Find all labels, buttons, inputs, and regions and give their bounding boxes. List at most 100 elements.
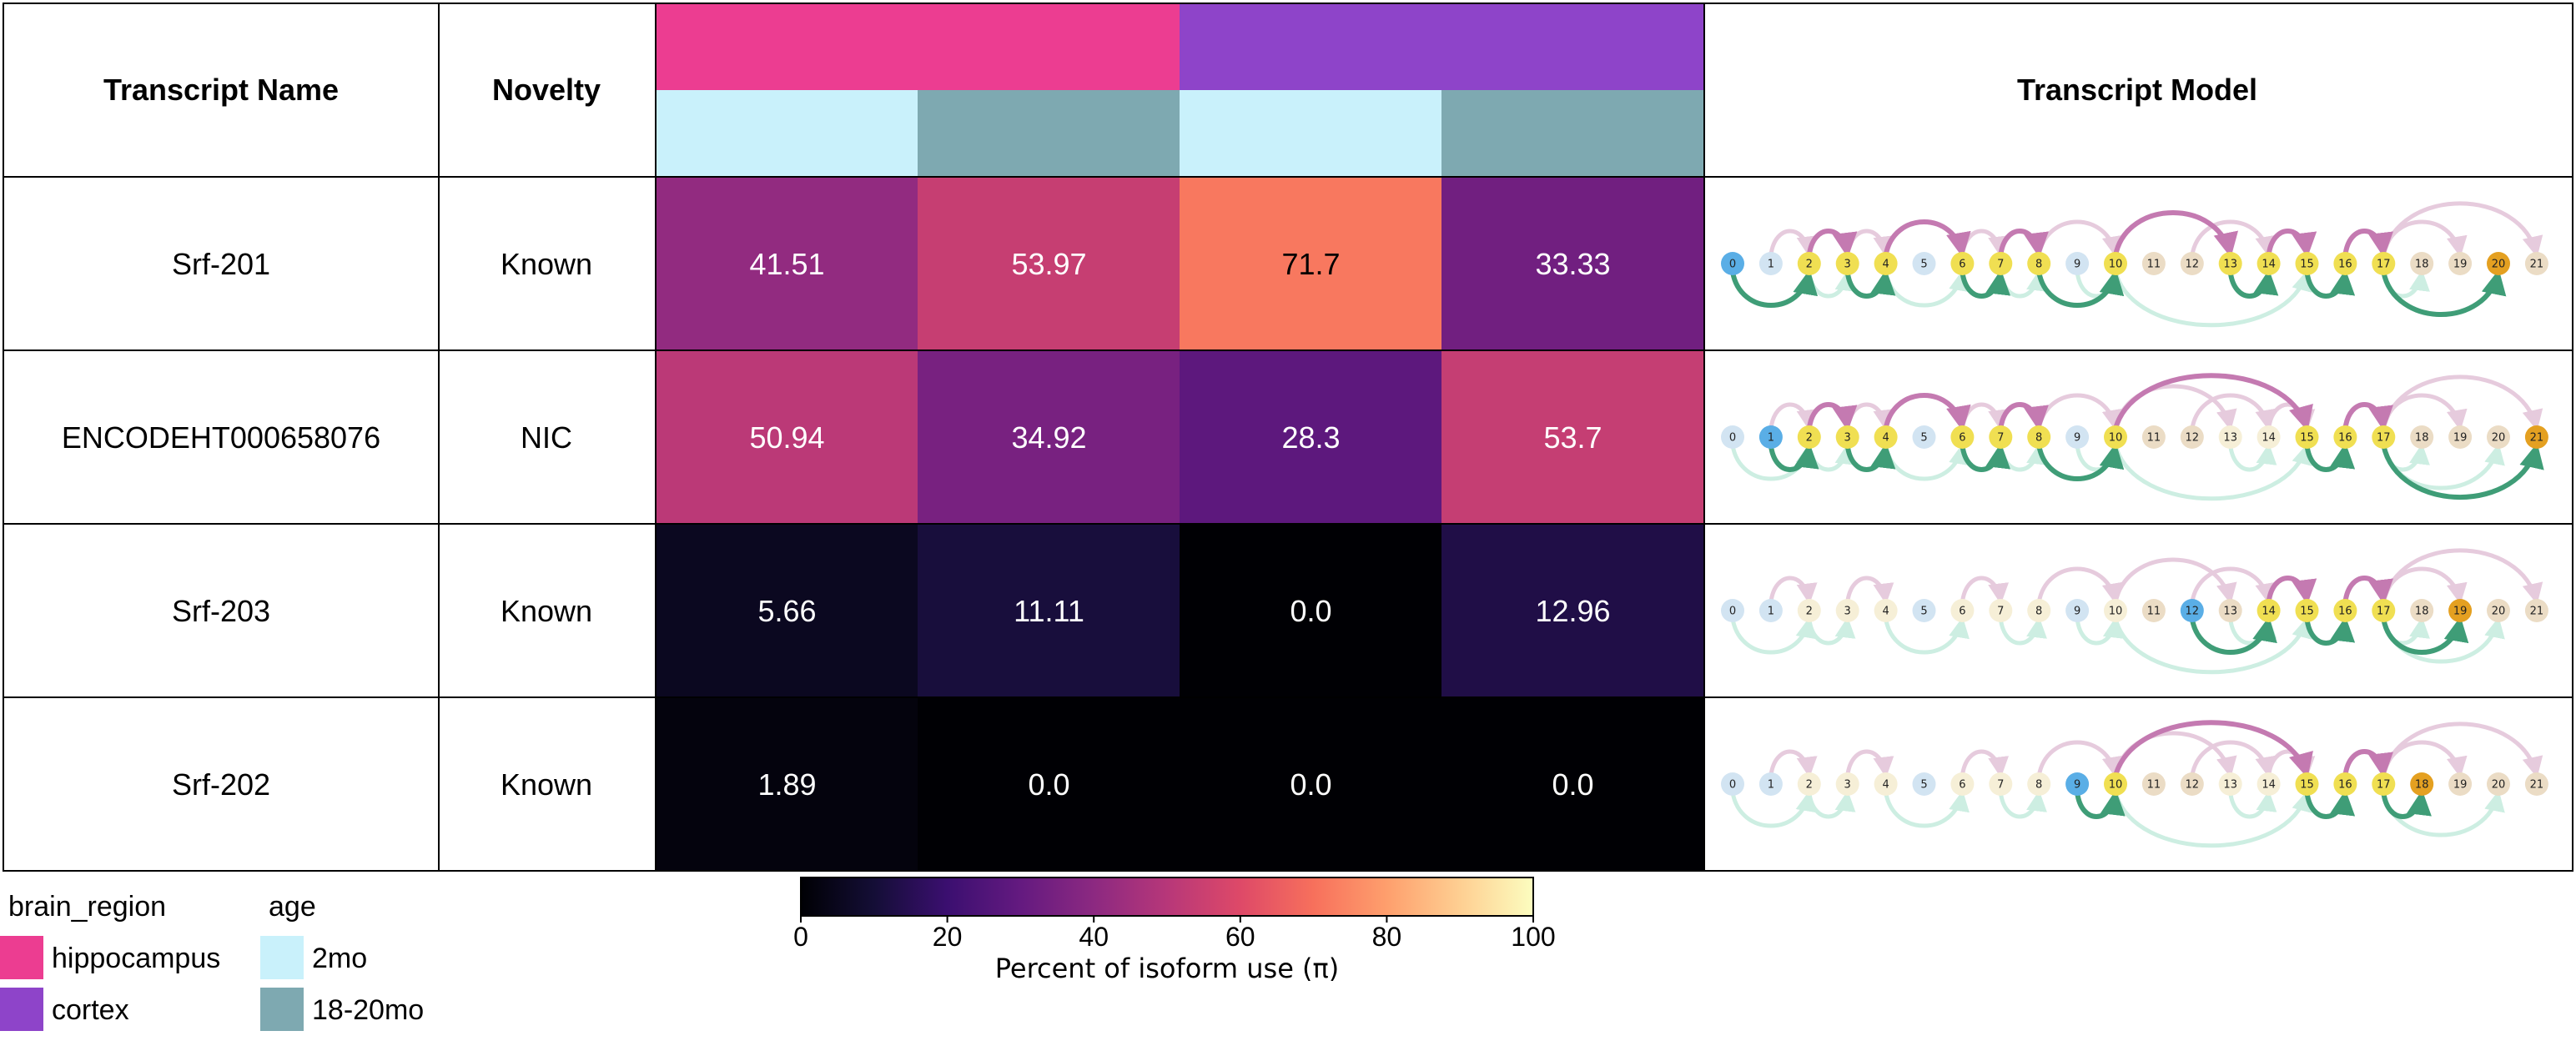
- heatmap-cell-label: 0.0: [1290, 594, 1331, 628]
- age-legend: age 2mo 18-20mo: [260, 891, 424, 1031]
- heatmap-cell: [1441, 524, 1704, 697]
- splice-junction-faint: [2113, 557, 2237, 605]
- splice-node-label: 4: [1882, 779, 1889, 792]
- splice-node: [2218, 425, 2242, 449]
- novelty-cell: Known: [501, 247, 592, 281]
- splice-junction: [1960, 269, 2010, 299]
- splice-node: [1950, 772, 1975, 796]
- splice-node-label: 5: [1920, 259, 1927, 271]
- splice-junction: [1806, 229, 1858, 258]
- splice-node: [1835, 425, 1859, 449]
- splice-node: [2180, 252, 2204, 275]
- splice-node: [2141, 252, 2166, 275]
- splice-node: [1758, 425, 1783, 449]
- heatmap-cell: [1441, 177, 1704, 350]
- heatmap-cell: [656, 350, 918, 524]
- colorbar-tick-label: 80: [1372, 922, 1402, 952]
- splice-junction-faint: [2113, 616, 2312, 675]
- splice-node-label: 8: [2035, 606, 2042, 618]
- heatmap-cell: [918, 697, 1180, 871]
- splice-junction-faint: [1998, 269, 2047, 299]
- splice-node: [2372, 772, 2396, 796]
- splice-junction: [2304, 616, 2356, 646]
- splice-node-label: 4: [1882, 259, 1889, 271]
- splice-junction: [2381, 790, 2432, 819]
- splice-junction-faint: [1884, 790, 1970, 828]
- splice-node-label: 2: [1806, 432, 1813, 445]
- splice-node: [2218, 252, 2242, 275]
- splice-node: [1758, 599, 1783, 622]
- splice-node: [1950, 252, 1975, 275]
- splice-node: [2027, 252, 2051, 275]
- splice-node: [2065, 252, 2090, 275]
- splice-junction: [2304, 790, 2356, 819]
- splice-junction: [2342, 749, 2393, 778]
- heatmap-cell: [918, 350, 1180, 524]
- row-labels: Srf-201 Known ENCODEHT000658076 NIC Srf-203 K…: [62, 247, 592, 802]
- splice-junction: [2342, 576, 2393, 605]
- splice-node: [2257, 772, 2281, 796]
- splice-node: [1797, 772, 1821, 796]
- annotation-brain-region-cortex: [1180, 3, 1442, 90]
- age-legend-title: age: [269, 891, 316, 923]
- heatmap-cell: [656, 177, 918, 350]
- transcript-name-cell: Srf-202: [172, 767, 270, 802]
- splice-junction-faint: [2190, 740, 2277, 778]
- splice-node-label: 0: [1729, 259, 1736, 271]
- splice-node-label: 13: [2223, 432, 2237, 445]
- splice-junction-faint: [1768, 749, 1818, 778]
- splice-node-label: 18: [2415, 779, 2429, 792]
- splice-node-label: 11: [2147, 779, 2161, 792]
- splice-junction-faint: [2190, 393, 2277, 431]
- splice-node-label: 18: [2415, 259, 2429, 271]
- splice-node: [2524, 599, 2548, 622]
- splice-node: [2372, 425, 2396, 449]
- heatmap-cell: [1180, 177, 1442, 350]
- splice-junction-faint: [2381, 616, 2505, 664]
- splice-node-label: 2: [1806, 259, 1813, 271]
- splice-node-label: 6: [1959, 606, 1965, 618]
- splice-junction: [2113, 209, 2239, 258]
- splice-junction: [2381, 443, 2544, 500]
- column-annotation-bars: [656, 3, 1704, 177]
- splice-node: [1989, 599, 2013, 622]
- splice-node-label: 12: [2186, 432, 2200, 445]
- splice-junction-faint: [1845, 402, 1894, 431]
- splice-junction: [2381, 616, 2469, 656]
- splice-junction: [1883, 392, 1971, 431]
- splice-node-label: 18: [2415, 606, 2429, 618]
- splice-node: [2372, 252, 2396, 275]
- splice-junction-faint: [2381, 393, 2468, 431]
- legend-swatch-18-20mo: [260, 988, 304, 1031]
- splice-node-label: 10: [2109, 259, 2123, 271]
- splice-node: [2141, 772, 2166, 796]
- splice-node-label: 16: [2338, 259, 2352, 271]
- legend-label-2mo: 2mo: [312, 943, 367, 974]
- splice-node-label: 12: [2186, 779, 2200, 792]
- splice-node: [1758, 252, 1783, 275]
- transcript-model-row: 0 1 2 3 4 5 6 7 8 9 10 11 12 13 14 15 16 17 18 19 20 21: [1721, 720, 2548, 848]
- splice-node: [2448, 599, 2473, 622]
- splice-junction: [2075, 790, 2126, 819]
- heatmap-cell-label: 41.51: [749, 247, 824, 281]
- splice-node-label: 1: [1768, 259, 1774, 271]
- colorbar-tick-label: 0: [793, 922, 808, 952]
- splice-junction-faint: [1960, 402, 2010, 431]
- legend-swatch-hippocampus: [0, 936, 43, 979]
- splice-node-label: 8: [2035, 432, 2042, 445]
- splice-node: [2295, 252, 2319, 275]
- splice-junction-faint: [2381, 443, 2505, 490]
- splice-node: [2180, 599, 2204, 622]
- splice-junction: [2304, 443, 2356, 472]
- splice-junction: [2342, 229, 2393, 258]
- splice-junction-faint: [1998, 790, 2047, 819]
- splice-node: [2141, 425, 2166, 449]
- splice-node-label: 11: [2147, 432, 2161, 445]
- splice-node: [2218, 599, 2242, 622]
- splice-node-label: 14: [2262, 432, 2276, 445]
- splice-node-label: 17: [2377, 779, 2391, 792]
- splice-node-label: 1: [1768, 606, 1774, 618]
- splice-node-label: 3: [1844, 779, 1851, 792]
- splice-node-label: 5: [1920, 432, 1927, 445]
- splice-junction-faint: [2075, 616, 2124, 646]
